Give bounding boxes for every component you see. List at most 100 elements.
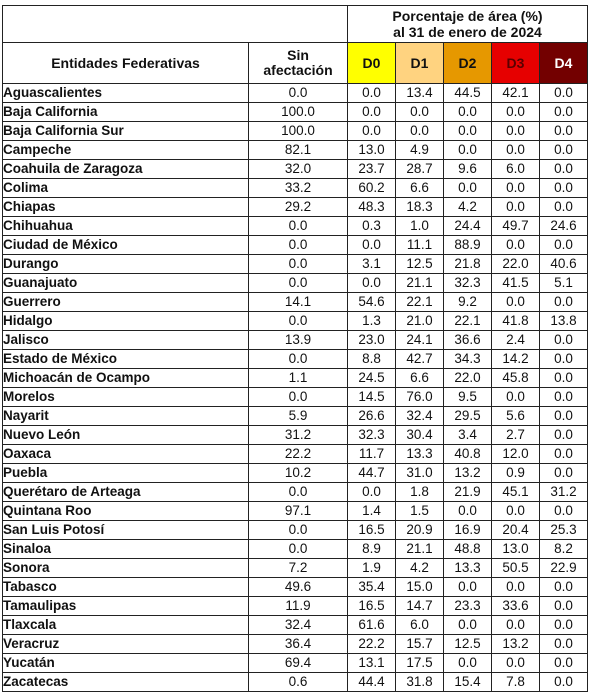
cell-sin-afectacion: 82.1 (248, 140, 348, 160)
cell-d4: 0.0 (539, 634, 588, 654)
cell-d3: 0.0 (491, 197, 540, 217)
cell-d0: 44.7 (347, 463, 396, 483)
cell-d3: 13.2 (491, 634, 540, 654)
table-row: Durango 0.0 3.1 12.5 21.8 22.0 40.6 (2, 254, 588, 274)
cell-d3: 45.8 (491, 368, 540, 388)
cell-d3: 14.2 (491, 349, 540, 369)
cell-state-name: Jalisco (2, 330, 249, 350)
cell-state-name: Baja California Sur (2, 121, 249, 141)
cell-d4: 0.0 (539, 235, 588, 255)
cell-d3: 41.5 (491, 273, 540, 293)
cell-d2: 0.0 (443, 615, 492, 635)
cell-d2: 0.0 (443, 178, 492, 198)
cell-sin-afectacion: 10.2 (248, 463, 348, 483)
cell-d4: 31.2 (539, 482, 588, 502)
table-row: Querétaro de Arteaga 0.0 0.0 1.8 21.9 45.1 31.… (2, 482, 588, 502)
cell-state-name: Zacatecas (2, 672, 249, 692)
cell-d2: 40.8 (443, 444, 492, 464)
cell-d0: 0.0 (347, 482, 396, 502)
cell-sin-afectacion: 0.0 (248, 520, 348, 540)
cell-state-name: Tamaulipas (2, 596, 249, 616)
cell-d3: 33.6 (491, 596, 540, 616)
table-row: Campeche 82.1 13.0 4.9 0.0 0.0 0.0 (2, 140, 588, 160)
col-header-sin-afectacion: Sin afectación (248, 42, 348, 84)
cell-d1: 20.9 (395, 520, 444, 540)
cell-state-name: Yucatán (2, 653, 249, 673)
cell-d0: 8.8 (347, 349, 396, 369)
cell-sin-afectacion: 100.0 (248, 102, 348, 122)
table-row: Oaxaca 22.2 11.7 13.3 40.8 12.0 0.0 (2, 444, 588, 464)
table-row: Morelos 0.0 14.5 76.0 9.5 0.0 0.0 (2, 387, 588, 407)
cell-sin-afectacion: 31.2 (248, 425, 348, 445)
cell-d1: 21.1 (395, 273, 444, 293)
cell-d0: 44.4 (347, 672, 396, 692)
cell-sin-afectacion: 11.9 (248, 596, 348, 616)
cell-d0: 3.1 (347, 254, 396, 274)
drought-table: Porcentaje de área (%) al 31 de enero de… (2, 5, 588, 692)
cell-d1: 14.7 (395, 596, 444, 616)
table-row: Guerrero 14.1 54.6 22.1 9.2 0.0 0.0 (2, 292, 588, 312)
cell-sin-afectacion: 0.0 (248, 254, 348, 274)
cell-d3: 0.9 (491, 463, 540, 483)
cell-d4: 0.0 (539, 596, 588, 616)
cell-d1: 0.0 (395, 121, 444, 141)
cell-state-name: Chiapas (2, 197, 249, 217)
cell-d3: 7.8 (491, 672, 540, 692)
table-row: Quintana Roo 97.1 1.4 1.5 0.0 0.0 0.0 (2, 501, 588, 521)
cell-d0: 13.0 (347, 140, 396, 160)
table-row: Sinaloa 0.0 8.9 21.1 48.8 13.0 8.2 (2, 539, 588, 559)
cell-sin-afectacion: 0.0 (248, 349, 348, 369)
cell-d3: 0.0 (491, 615, 540, 635)
cell-sin-afectacion: 14.1 (248, 292, 348, 312)
cell-state-name: Nuevo León (2, 425, 249, 445)
cell-state-name: Hidalgo (2, 311, 249, 331)
cell-d1: 1.0 (395, 216, 444, 236)
cell-sin-afectacion: 0.0 (248, 273, 348, 293)
cell-d1: 6.0 (395, 615, 444, 635)
cell-state-name: Coahuila de Zaragoza (2, 159, 249, 179)
cell-d4: 0.0 (539, 140, 588, 160)
col-header-sin-text: Sin afectación (263, 47, 333, 78)
cell-d1: 76.0 (395, 387, 444, 407)
cell-d1: 6.6 (395, 178, 444, 198)
cell-d1: 24.1 (395, 330, 444, 350)
cell-d4: 0.0 (539, 463, 588, 483)
cell-d4: 13.8 (539, 311, 588, 331)
cell-d4: 0.0 (539, 121, 588, 141)
col-header-state: Entidades Federativas (2, 42, 249, 84)
cell-d0: 16.5 (347, 520, 396, 540)
cell-d4: 0.0 (539, 444, 588, 464)
cell-state-name: Guerrero (2, 292, 249, 312)
cell-d2: 0.0 (443, 653, 492, 673)
cell-sin-afectacion: 100.0 (248, 121, 348, 141)
table-row: Baja California Sur 100.0 0.0 0.0 0.0 0.0 0.0 (2, 121, 588, 141)
table-row: Ciudad de México 0.0 0.0 11.1 88.9 0.0 0.0 (2, 235, 588, 255)
cell-d0: 26.6 (347, 406, 396, 426)
table-row: Tlaxcala 32.4 61.6 6.0 0.0 0.0 0.0 (2, 615, 588, 635)
cell-d1: 12.5 (395, 254, 444, 274)
cell-d2: 13.3 (443, 558, 492, 578)
cell-d1: 31.0 (395, 463, 444, 483)
cell-sin-afectacion: 7.2 (248, 558, 348, 578)
cell-state-name: Durango (2, 254, 249, 274)
cell-state-name: Querétaro de Arteaga (2, 482, 249, 502)
table-row: Michoacán de Ocampo 1.1 24.5 6.6 22.0 45.8 0.0 (2, 368, 588, 388)
cell-sin-afectacion: 1.1 (248, 368, 348, 388)
table-row: Baja California 100.0 0.0 0.0 0.0 0.0 0.0 (2, 102, 588, 122)
cell-d2: 3.4 (443, 425, 492, 445)
cell-d3: 42.1 (491, 83, 540, 103)
table-row: Chiapas 29.2 48.3 18.3 4.2 0.0 0.0 (2, 197, 588, 217)
cell-d4: 0.0 (539, 368, 588, 388)
cell-sin-afectacion: 5.9 (248, 406, 348, 426)
cell-d2: 13.2 (443, 463, 492, 483)
group-header: Porcentaje de área (%) al 31 de enero de… (347, 5, 588, 43)
cell-d3: 50.5 (491, 558, 540, 578)
cell-state-name: Sinaloa (2, 539, 249, 559)
table-row: Sonora 7.2 1.9 4.2 13.3 50.5 22.9 (2, 558, 588, 578)
col-header-d0: D0 (347, 42, 396, 84)
col-header-d1: D1 (395, 42, 444, 84)
cell-d2: 21.9 (443, 482, 492, 502)
cell-d3: 0.0 (491, 102, 540, 122)
cell-d1: 18.3 (395, 197, 444, 217)
cell-sin-afectacion: 0.0 (248, 311, 348, 331)
